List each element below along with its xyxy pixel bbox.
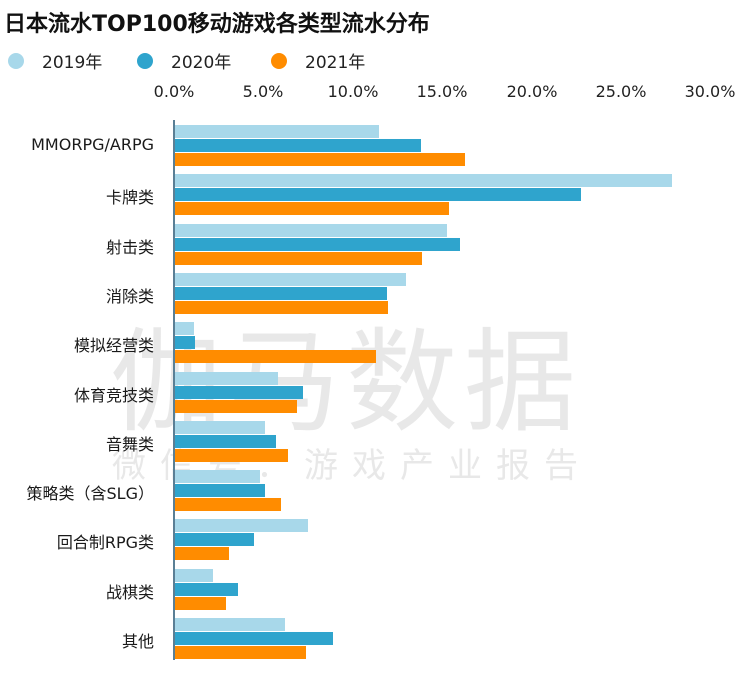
bar-2019年 [174,420,266,434]
bar-2020年 [174,484,266,498]
bar-2020年 [174,385,303,399]
x-tick: 5.0% [242,82,284,101]
y-axis-line [173,120,175,660]
category-label: 射击类 [105,237,154,257]
bar-2019年 [174,272,407,286]
bar-2020年 [174,139,421,152]
x-tick: 30.0% [684,82,736,101]
plot-area [174,0,734,680]
bar-2021年 [174,399,298,413]
bar-2019年 [174,519,308,533]
bar-2021年 [174,251,423,265]
bar-2021年 [174,202,450,216]
bar-2019年 [174,174,673,188]
bar-2019年 [174,371,278,385]
bar-2021年 [174,547,230,561]
category-label: 消除类 [105,286,154,306]
legend-item-2019: 2019年 [8,48,102,73]
bar-2020年 [174,188,582,202]
category-label: 其他 [121,632,154,651]
legend-label: 2019年 [42,53,103,73]
legend-item-2020: 2020年 [137,48,231,73]
bar-2020年 [174,533,255,547]
bar-2021年 [174,153,466,166]
bar-2021年 [174,448,289,462]
category-label: 音舞类 [105,434,154,454]
bar-2021年 [174,596,226,610]
bar-2019年 [174,223,448,237]
x-tick: 10.0% [327,82,379,101]
x-tick: 0.0% [153,82,195,101]
bar-2021年 [174,646,307,659]
category-label: 卡牌类 [105,188,154,208]
chart-title: 日本流水TOP100移动游戏各类型流水分布 [4,12,430,37]
bar-2019年 [174,618,285,631]
category-label: 战棋类 [105,582,154,602]
category-label: 体育竞技类 [73,385,154,405]
bar-2019年 [174,322,194,336]
bar-2019年 [174,568,214,582]
bar-2020年 [174,582,239,596]
legend-label: 2021年 [305,53,366,73]
category-label: 策略类（含SLG） [26,484,154,504]
bar-2020年 [174,237,460,251]
x-tick: 25.0% [595,82,647,101]
bar-2021年 [174,350,376,364]
x-tick: 15.0% [416,82,468,101]
bar-2020年 [174,434,276,448]
category-label: 模拟经营类 [73,336,154,356]
bar-2020年 [174,632,333,645]
bar-2019年 [174,125,380,138]
bar-2020年 [174,286,387,300]
bar-2020年 [174,336,196,350]
category-label: MMORPG/ARPG [31,135,154,154]
bar-2019年 [174,470,260,484]
legend-dot-icon [271,52,287,69]
legend-label: 2020年 [171,53,232,73]
bar-2021年 [174,300,389,314]
legend-dot-icon [137,52,153,69]
legend-dot-icon [8,52,24,69]
category-label: 回合制RPG类 [56,533,154,553]
bar-2021年 [174,498,282,512]
legend-item-2021: 2021年 [271,48,365,73]
x-tick: 20.0% [506,82,558,101]
